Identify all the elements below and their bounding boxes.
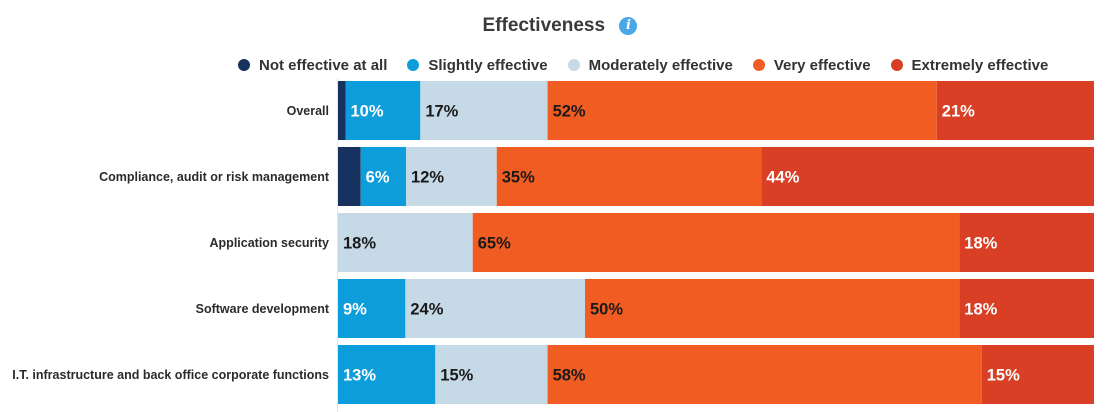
data-label: 50% bbox=[590, 301, 623, 319]
legend-label: Moderately effective bbox=[588, 56, 733, 74]
data-label: 12% bbox=[411, 169, 444, 187]
bar-segment[interactable] bbox=[959, 213, 1094, 272]
info-icon[interactable]: i bbox=[619, 17, 638, 35]
bar-segment[interactable] bbox=[761, 147, 1094, 206]
chart-legend: Not effective at all Slightly effective … bbox=[238, 54, 1048, 76]
data-label: 21% bbox=[942, 103, 975, 121]
category-label: I.T. infrastructure and back office corp… bbox=[12, 368, 329, 382]
bar-segment[interactable] bbox=[338, 213, 473, 272]
legend-item-very-effective[interactable]: Very effective bbox=[752, 56, 871, 74]
data-label: 65% bbox=[478, 235, 511, 253]
legend-label: Extremely effective bbox=[911, 56, 1049, 74]
data-label: 15% bbox=[987, 367, 1020, 385]
bar-segment[interactable] bbox=[338, 345, 436, 404]
bar-segment[interactable] bbox=[420, 81, 548, 140]
data-label: 52% bbox=[553, 103, 586, 121]
legend-item-moderately-effective[interactable]: Moderately effective bbox=[567, 56, 733, 74]
data-label: 18% bbox=[343, 235, 376, 253]
data-label: 15% bbox=[440, 367, 473, 385]
legend-item-not-effective[interactable]: Not effective at all bbox=[238, 57, 387, 74]
data-label: 18% bbox=[964, 235, 997, 253]
legend-swatch bbox=[407, 59, 420, 71]
bar-segment[interactable] bbox=[338, 81, 346, 140]
bar-segment[interactable] bbox=[435, 345, 548, 404]
bar-segment[interactable] bbox=[338, 279, 406, 338]
data-label: 24% bbox=[410, 301, 443, 319]
data-label: 9% bbox=[343, 301, 367, 319]
bar-segment[interactable] bbox=[981, 345, 1094, 404]
category-label: Application security bbox=[210, 236, 330, 250]
bar-segment[interactable] bbox=[959, 279, 1094, 338]
bar-segment[interactable] bbox=[936, 81, 1094, 140]
legend-label: Very effective bbox=[773, 56, 871, 74]
category-label: Overall bbox=[287, 104, 329, 118]
data-label: 17% bbox=[425, 103, 458, 121]
legend-swatch bbox=[752, 59, 765, 71]
category-label: Software development bbox=[196, 302, 330, 316]
legend-label: Not effective at all bbox=[259, 56, 388, 74]
category-label: Compliance, audit or risk management bbox=[99, 170, 330, 184]
bar-segment[interactable] bbox=[496, 147, 762, 206]
data-label: 44% bbox=[766, 169, 799, 187]
bar-segment[interactable] bbox=[345, 81, 421, 140]
bar-segment[interactable] bbox=[405, 279, 586, 338]
bar-segment[interactable] bbox=[360, 147, 407, 206]
legend-swatch bbox=[567, 59, 580, 71]
chart-title-row: Effectiveness i bbox=[0, 15, 1120, 37]
data-label: 58% bbox=[553, 367, 586, 385]
data-label: 6% bbox=[366, 169, 390, 187]
legend-swatch bbox=[890, 59, 903, 71]
data-label: 10% bbox=[350, 103, 383, 121]
bar-segment[interactable] bbox=[547, 81, 937, 140]
chart-title: Effectiveness bbox=[482, 15, 606, 36]
legend-label: Slightly effective bbox=[428, 56, 548, 74]
legend-item-extremely-effective[interactable]: Extremely effective bbox=[890, 56, 1049, 74]
data-label: 35% bbox=[502, 169, 535, 187]
bar-segment[interactable] bbox=[338, 147, 361, 206]
bar-segment[interactable] bbox=[406, 147, 497, 206]
data-label: 18% bbox=[964, 301, 997, 319]
bar-segment[interactable] bbox=[472, 213, 960, 272]
bar-segment[interactable] bbox=[547, 345, 982, 404]
bar-segment[interactable] bbox=[585, 279, 960, 338]
legend-item-slightly-effective[interactable]: Slightly effective bbox=[407, 56, 548, 74]
data-label: 13% bbox=[343, 367, 376, 385]
legend-swatch bbox=[238, 59, 250, 71]
